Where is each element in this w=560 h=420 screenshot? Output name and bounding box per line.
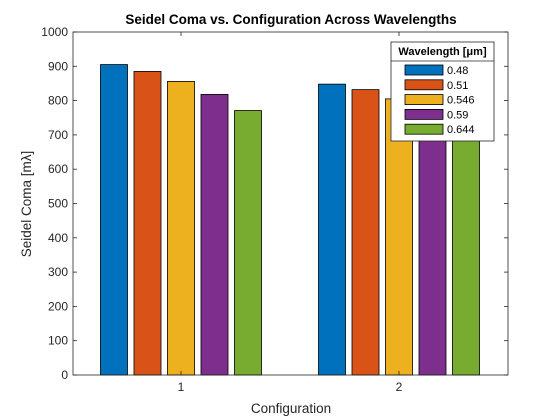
legend-label-0.644: 0.644 [447, 124, 475, 136]
y-axis: 0 100 200 300 400 500 600 700 800 900 1000 [41, 25, 508, 382]
chart-title: Seidel Coma vs. Configuration Across Wav… [125, 12, 456, 27]
y-tick-label: 800 [48, 94, 68, 108]
y-tick-label: 900 [48, 59, 68, 73]
legend: Wavelength [μm] 0.48 0.51 0.546 0.59 0.644 [390, 41, 495, 142]
x-axis-label: Configuration [251, 401, 331, 416]
legend-swatch-0.48 [404, 64, 444, 76]
bar-config-1-wl-0.59 [200, 94, 229, 376]
bar-config-2-wl-0.644 [452, 124, 480, 376]
bar-config-2-wl-0.546 [385, 98, 413, 376]
y-tick-label: 300 [48, 265, 68, 279]
legend-label-0.59: 0.59 [447, 109, 468, 121]
bar-config-1-wl-0.51 [133, 71, 162, 376]
bar-config-2-wl-0.48 [318, 83, 346, 376]
y-tick-label: 200 [48, 299, 68, 313]
legend-label-0.51: 0.51 [447, 80, 468, 92]
y-tick-label: 100 [48, 334, 68, 348]
bars-group [100, 64, 480, 376]
bar-config-1-wl-0.48 [100, 64, 128, 376]
y-tick-label: 600 [48, 162, 68, 176]
y-tick-label: 1000 [41, 25, 68, 39]
x-tick-label: 2 [396, 380, 403, 394]
x-tick-label: 1 [178, 380, 185, 394]
legend-label-0.546: 0.546 [447, 95, 475, 107]
y-tick-label: 0 [61, 368, 68, 382]
bar-config-2-wl-0.51 [351, 89, 380, 376]
y-tick-label: 500 [48, 197, 68, 211]
bar-config-1-wl-0.546 [167, 80, 195, 376]
legend-swatch-0.51 [404, 79, 444, 91]
legend-swatch-0.546 [404, 94, 444, 105]
legend-swatch-0.59 [404, 109, 444, 120]
y-tick-label: 400 [48, 231, 68, 245]
y-axis-label: Seidel Coma [mλ] [19, 151, 34, 258]
bar-config-1-wl-0.644 [234, 110, 262, 376]
legend-label-0.48: 0.48 [447, 65, 468, 77]
legend-swatch-0.644 [404, 123, 444, 135]
legend-title: Wavelength [μm] [398, 46, 487, 58]
bar-config-2-wl-0.59 [418, 110, 447, 376]
y-tick-label: 700 [48, 128, 68, 142]
